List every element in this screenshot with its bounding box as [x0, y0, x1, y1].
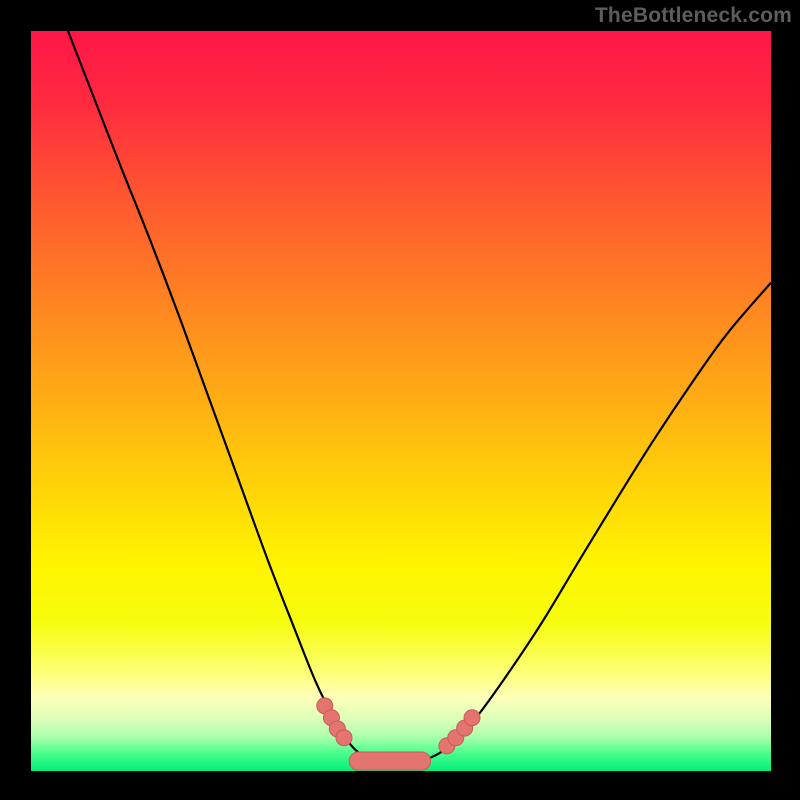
marker-dot: [464, 710, 480, 726]
marker-dot: [336, 730, 352, 746]
marker-bottom-block: [349, 752, 430, 770]
chart-svg-layer: [31, 31, 771, 771]
marker-group: [317, 698, 480, 770]
watermark-text: TheBottleneck.com: [595, 4, 792, 28]
chart-plot-area: [31, 31, 771, 771]
bottleneck-curve: [68, 31, 771, 764]
